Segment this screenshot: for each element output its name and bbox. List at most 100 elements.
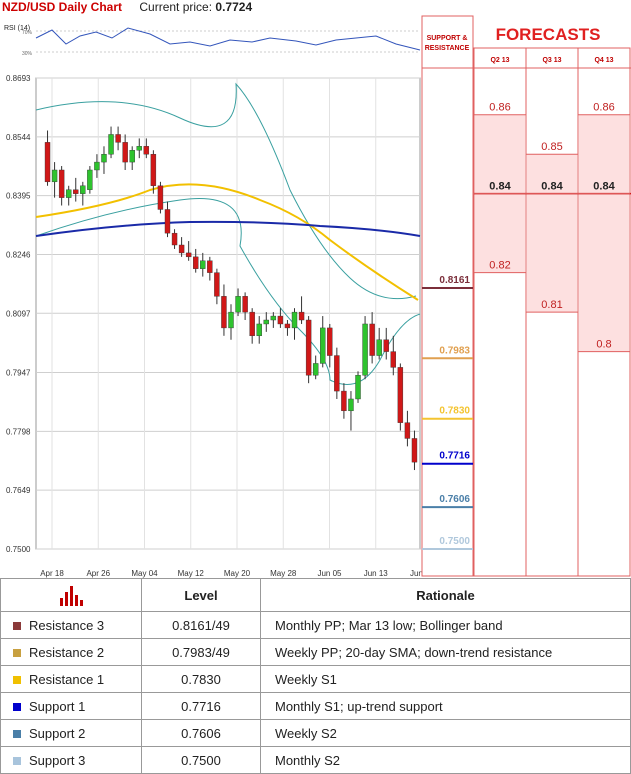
- rsi-line: [35, 27, 421, 51]
- candle-body: [270, 315, 277, 321]
- level-name: Resistance 1: [29, 671, 105, 687]
- forecast-value: 0.86: [593, 102, 614, 114]
- candle-body: [256, 323, 262, 337]
- y-tick-label: 0.8544: [6, 133, 31, 142]
- candle-body: [397, 367, 404, 423]
- level-color-swatch: [13, 703, 21, 712]
- candle-body: [390, 351, 397, 368]
- forecast-value: 0.84: [489, 181, 511, 193]
- candle-body: [376, 339, 382, 356]
- candle-body: [404, 422, 411, 439]
- table-row: Resistance 3 0.8161/49 Monthly PP; Mar 13 …: [0, 611, 631, 639]
- level-rationale: Monthly S2: [260, 746, 631, 774]
- forecast-value: 0.82: [489, 260, 510, 272]
- y-tick-label: 0.7798: [6, 427, 31, 436]
- candle-body: [277, 315, 284, 325]
- y-tick-label: 0.8395: [6, 192, 31, 201]
- candle-body: [334, 355, 340, 392]
- level-name-cell: Resistance 1: [0, 665, 142, 693]
- candle-body: [214, 272, 220, 297]
- level-value: 0.8161/49: [141, 611, 261, 639]
- candle-body: [51, 169, 58, 183]
- candle-body: [249, 311, 255, 337]
- candle-body: [101, 153, 107, 163]
- sr-column: [421, 15, 474, 577]
- candle-body: [207, 260, 213, 273]
- quarter-label: Q3 13: [542, 57, 561, 64]
- rsi-label: RSI (14): [4, 25, 30, 32]
- candle-body: [355, 375, 361, 400]
- candle-body: [263, 319, 269, 325]
- candle-body: [136, 146, 142, 151]
- level-name-cell: Resistance 2: [0, 638, 142, 666]
- forecast-range-band: [527, 154, 577, 313]
- candle-body: [115, 134, 121, 143]
- x-tick-label: Apr 18: [40, 569, 64, 578]
- candle-body: [221, 296, 227, 329]
- candle-body: [298, 311, 305, 321]
- table-row: Support 2 0.7606 Weekly S2: [0, 719, 631, 747]
- table-row: Resistance 2 0.7983/49 Weekly PP; 20-day S…: [0, 638, 631, 666]
- candle-body: [348, 398, 354, 412]
- forecast-value: 0.86: [489, 102, 510, 114]
- candle-body: [94, 161, 100, 171]
- chart-header: NZD/USD Daily Chart Current price: 0.772…: [2, 0, 252, 14]
- candle-body: [362, 323, 368, 376]
- forecast-value: 0.85: [541, 141, 562, 153]
- rsi-70-tick: 70%: [22, 30, 33, 36]
- forecast-value: 0.8: [596, 339, 611, 351]
- x-tick-label: May 20: [224, 569, 251, 578]
- table-row: Support 3 0.7500 Monthly S2: [0, 746, 631, 774]
- sma-blue: [35, 220, 421, 237]
- chart-title: NZD/USD Daily Chart: [2, 0, 123, 14]
- y-tick-label: 0.8246: [6, 250, 31, 259]
- x-tick-label: May 04: [131, 569, 158, 578]
- candle-body: [327, 327, 333, 356]
- y-tick-label: 0.7500: [6, 545, 31, 554]
- level-rationale: Monthly S1; up-trend support: [260, 692, 631, 720]
- candle-body: [305, 319, 312, 376]
- x-tick-label: May 28: [270, 569, 297, 578]
- forecast-range-band: [579, 114, 629, 352]
- candle-body: [383, 339, 389, 352]
- y-tick-label: 0.7947: [6, 369, 31, 378]
- candle-body: [235, 296, 241, 313]
- sr-label-line2: RESISTANCE: [425, 45, 470, 52]
- candle-body: [193, 256, 199, 269]
- x-tick-label: Jun 05: [317, 569, 342, 578]
- candle-body: [122, 142, 128, 163]
- rsi-30-tick: 30%: [22, 51, 33, 57]
- candle-body: [58, 169, 65, 198]
- forecast-value: 0.84: [593, 181, 615, 193]
- level-value: 0.7500: [141, 746, 261, 774]
- table-header-row: Level Rationale: [0, 578, 631, 612]
- sr-label-line1: SUPPORT &: [427, 35, 468, 42]
- sma-yellow: [35, 183, 419, 301]
- candle-body: [164, 209, 171, 234]
- candle-body: [411, 438, 418, 463]
- level-name-cell: Support 1: [0, 692, 142, 720]
- candle-body: [341, 390, 347, 412]
- y-tick-label: 0.8097: [6, 309, 31, 318]
- level-name-cell: Support 2: [0, 719, 142, 747]
- table-header-icon-cell: [0, 578, 142, 612]
- level-color-swatch: [13, 757, 21, 766]
- candle-body: [129, 150, 135, 163]
- sr-level-label: 0.7830: [439, 406, 470, 417]
- candle-body: [65, 189, 72, 198]
- price-label: Current price:: [139, 0, 213, 14]
- sr-level-label: 0.7500: [439, 536, 470, 547]
- level-color-swatch: [13, 730, 21, 739]
- level-rationale: Weekly PP; 20-day SMA; down-trend resist…: [260, 638, 631, 666]
- level-color-swatch: [13, 676, 21, 685]
- level-rationale: Weekly S1: [260, 665, 631, 693]
- level-value: 0.7606: [141, 719, 261, 747]
- level-color-swatch: [13, 622, 21, 631]
- candle-body: [44, 142, 51, 183]
- candle-body: [242, 296, 248, 313]
- candle-body: [291, 311, 298, 329]
- level-name-cell: Support 3: [0, 746, 142, 774]
- candle-body: [200, 260, 206, 269]
- candle-body: [108, 134, 114, 155]
- sr-level-label: 0.7983: [439, 345, 470, 356]
